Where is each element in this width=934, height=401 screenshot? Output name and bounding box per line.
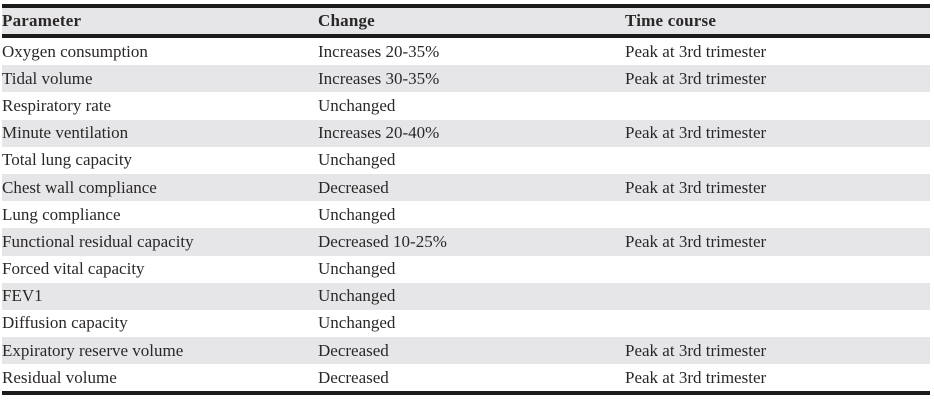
cell-change: Unchanged [318, 150, 396, 170]
table-row: Total lung capacity Unchanged [2, 147, 930, 174]
cell-parameter: Respiratory rate [2, 95, 112, 115]
table-row: Functional residual capacity Decreased 1… [2, 228, 930, 256]
table-row: Tidal volume Increases 30-35% Peak at 3r… [2, 65, 930, 93]
cell-parameter: Forced vital capacity [2, 259, 145, 279]
cell-parameter: Functional residual capacity [2, 231, 194, 251]
header-parameter: Parameter [2, 6, 318, 38]
cell-change: Decreased [318, 340, 389, 360]
cell-time-course [625, 283, 930, 310]
table-row: FEV1 Unchanged [2, 282, 930, 310]
table-row: Expiratory reserve volume Decreased Peak… [2, 337, 930, 365]
cell-time-course: Peak at 3rd trimester [625, 340, 767, 360]
table-row: Residual volume Decreased Peak at 3rd tr… [2, 364, 930, 393]
cell-change: Decreased [318, 367, 389, 387]
cell-time-course [625, 147, 930, 174]
cell-time-course: Peak at 3rd trimester [625, 68, 767, 88]
cell-time-course: Peak at 3rd trimester [625, 177, 767, 197]
cell-time-course [625, 310, 930, 337]
table-row: Minute ventilation Increases 20-40% Peak… [2, 119, 930, 147]
cell-change: Unchanged [318, 313, 396, 333]
cell-parameter: FEV1 [2, 286, 43, 306]
header-time-course: Time course [625, 6, 930, 38]
cell-time-course: Peak at 3rd trimester [625, 231, 767, 251]
cell-parameter: Residual volume [2, 367, 117, 387]
header-change: Change [318, 6, 625, 38]
cell-change: Unchanged [318, 95, 396, 115]
table-row: Diffusion capacity Unchanged [2, 310, 930, 337]
cell-parameter: Oxygen consumption [2, 41, 148, 61]
table-row: Respiratory rate Unchanged [2, 92, 930, 119]
cell-parameter: Total lung capacity [2, 150, 133, 170]
cell-time-course: Peak at 3rd trimester [625, 41, 767, 61]
header-row: Parameter Change Time course [2, 6, 930, 38]
cell-parameter: Tidal volume [2, 68, 93, 88]
cell-change: Decreased 10-25% [318, 231, 447, 251]
cell-parameter: Minute ventilation [2, 123, 129, 143]
cell-change: Decreased [318, 177, 389, 197]
table-row: Lung compliance Unchanged [2, 201, 930, 228]
table-row: Oxygen consumption Increases 20-35% Peak… [2, 36, 930, 65]
table-header: Parameter Change Time course [2, 6, 930, 38]
respiratory-parameters-table: Parameter Change Time course Oxygen cons… [2, 4, 930, 396]
cell-change: Increases 30-35% [318, 68, 440, 88]
cell-change: Unchanged [318, 204, 396, 224]
cell-parameter: Chest wall compliance [2, 177, 157, 197]
cell-change: Unchanged [318, 259, 396, 279]
cell-time-course: Peak at 3rd trimester [625, 367, 767, 387]
cell-time-course [625, 256, 930, 283]
cell-parameter: Expiratory reserve volume [2, 340, 184, 360]
cell-change: Increases 20-35% [318, 41, 440, 61]
cell-change: Unchanged [318, 286, 396, 306]
cell-change: Increases 20-40% [318, 123, 440, 143]
cell-time-course [625, 92, 930, 119]
cell-parameter: Lung compliance [2, 204, 121, 224]
table-row: Chest wall compliance Decreased Peak at … [2, 173, 930, 202]
cell-parameter: Diffusion capacity [2, 313, 128, 333]
table-body: Oxygen consumption Increases 20-35% Peak… [2, 36, 930, 393]
cell-time-course: Peak at 3rd trimester [625, 123, 767, 143]
cell-time-course [625, 201, 930, 228]
table-row: Forced vital capacity Unchanged [2, 256, 930, 283]
